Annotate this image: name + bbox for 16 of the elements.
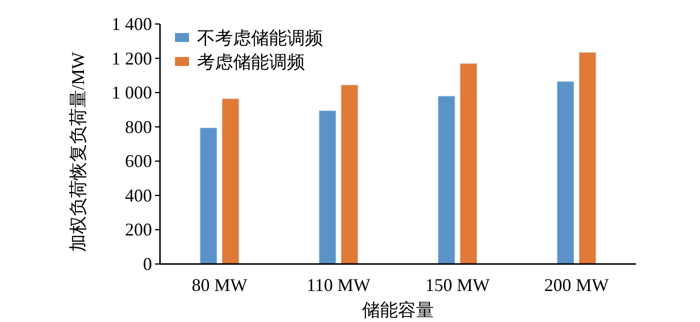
x-tick-label: 150 MW bbox=[425, 275, 490, 295]
legend-label: 不考虑储能调频 bbox=[197, 28, 323, 48]
y-tick-label: 0 bbox=[143, 254, 152, 274]
y-tick-label: 1 200 bbox=[112, 48, 152, 68]
y-tick-label: 800 bbox=[125, 116, 152, 137]
y-tick-label: 1 400 bbox=[112, 14, 152, 34]
x-tick-label: 110 MW bbox=[306, 275, 370, 295]
x-tick-label: 80 MW bbox=[192, 275, 248, 295]
x-tick-label: 200 MW bbox=[544, 275, 609, 295]
legend-label: 考虑储能调频 bbox=[197, 52, 305, 72]
y-tick-label: 200 bbox=[125, 220, 152, 240]
y-axis-title: 加权负荷恢复负荷量/MW bbox=[68, 52, 88, 252]
x-axis-title: 储能容量 bbox=[362, 300, 434, 320]
y-tick-label: 400 bbox=[125, 185, 152, 206]
y-tick-label: 1 000 bbox=[112, 82, 152, 103]
y-tick-label: 600 bbox=[125, 151, 152, 172]
